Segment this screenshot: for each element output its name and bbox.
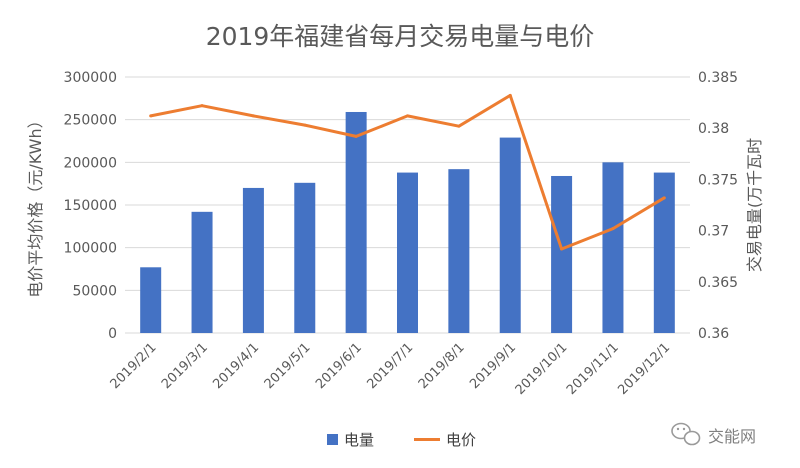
legend-label-bar: 电量: [344, 431, 374, 449]
y-tick-label-left: 200000: [64, 155, 117, 171]
bar: [499, 137, 521, 333]
bar: [140, 267, 162, 333]
chart-title: 2019年福建省每月交易电量与电价: [206, 22, 595, 51]
y-tick-label-right: 0.375: [698, 172, 738, 188]
line-point: [662, 196, 666, 200]
bar: [294, 182, 316, 333]
watermark-text: 交能网: [708, 427, 756, 446]
line-point: [508, 93, 512, 97]
y-tick-label-left: 300000: [64, 70, 117, 86]
legend-swatch-bar: [327, 434, 338, 445]
right-axis-ticks: 0.36 0.365 0.37 0.375 0.38 0.385: [698, 70, 738, 342]
line-point: [149, 114, 153, 118]
left-axis-ticks: 0 50000 100000 150000 200000 250000 300000: [64, 70, 117, 342]
line-point: [560, 247, 564, 251]
line-point: [611, 227, 615, 231]
watermark: 交能网: [671, 422, 756, 446]
wechat-icon: [671, 422, 701, 446]
line-point: [457, 124, 461, 128]
line-point: [406, 114, 409, 118]
y-axis-title-left: 电价平均价格（元/KWh）: [26, 112, 45, 297]
bar: [242, 187, 264, 333]
bar: [448, 169, 470, 333]
y-tick-label-right: 0.38: [698, 121, 729, 137]
y-tick-label-left: 0: [108, 326, 117, 342]
bar: [345, 111, 367, 333]
line-point: [200, 104, 204, 108]
y-tick-label-left: 250000: [64, 113, 117, 129]
bar-series: [140, 111, 675, 333]
legend: 电量 电价: [327, 431, 476, 449]
y-tick-label-left: 50000: [72, 283, 117, 299]
y-tick-label-right: 0.385: [698, 70, 738, 86]
line-point: [354, 134, 358, 138]
bar: [551, 175, 573, 333]
bar: [191, 211, 213, 333]
bar: [397, 172, 418, 333]
bar: [602, 162, 624, 333]
y-tick-label-left: 100000: [64, 241, 117, 257]
y-axis-title-right: 交易电量(万千瓦时: [745, 138, 764, 272]
line-point: [303, 123, 307, 127]
y-tick-label-right: 0.36: [698, 326, 729, 342]
bar: [653, 172, 675, 333]
y-tick-label-right: 0.365: [698, 275, 738, 291]
line-series: [149, 93, 666, 251]
y-tick-label-left: 150000: [64, 198, 117, 214]
legend-label-line: 电价: [446, 431, 476, 449]
y-tick-label-right: 0.37: [698, 224, 729, 240]
line-point: [251, 114, 255, 118]
